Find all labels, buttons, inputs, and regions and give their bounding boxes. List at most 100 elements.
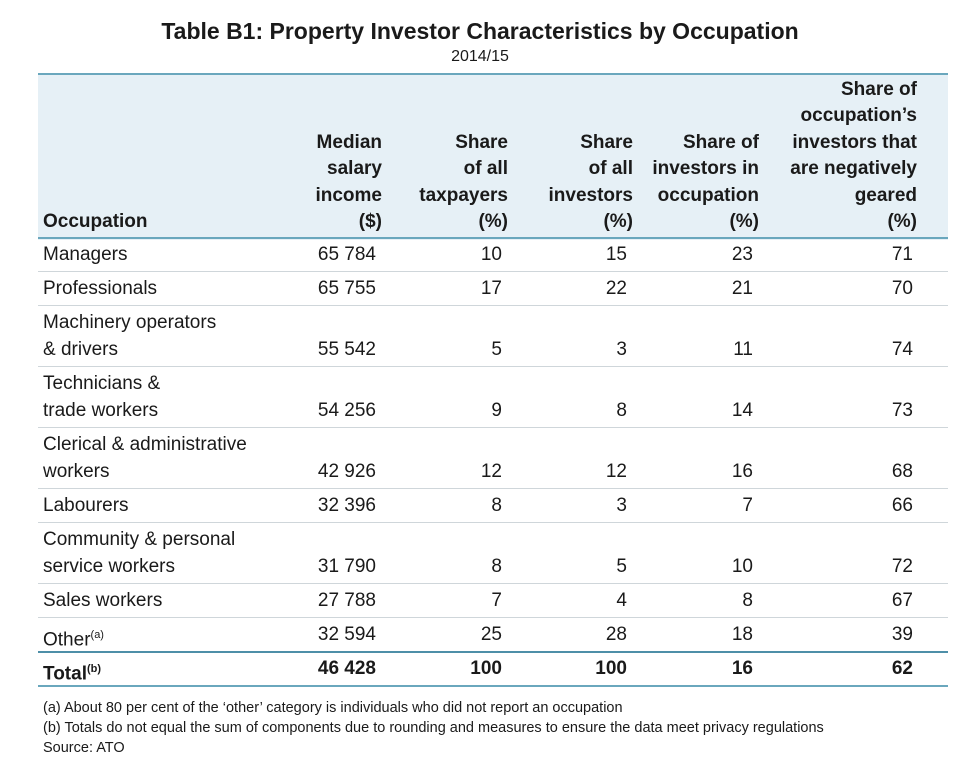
cell: 10 [480,244,502,265]
total-cell: 16 [731,658,753,679]
row-label-text: Clerical & administrative [43,434,247,455]
row-label: Other(a) [43,622,104,651]
row-label-text: & drivers [43,339,118,360]
cell: 4 [616,590,627,611]
row-label: & drivers [43,337,118,363]
row-label: Technicians & [43,371,160,397]
cell: 7 [491,590,502,611]
cell: 67 [891,590,913,611]
row-label-text: Managers [43,244,128,265]
cell: 16 [731,461,753,482]
cell: 71 [891,244,913,265]
row-label-text: trade workers [43,400,159,421]
cell: 17 [480,278,502,299]
cell: 72 [891,556,913,577]
column-header: of all [463,158,508,179]
column-header: Occupation [43,211,148,232]
header-band [38,73,948,240]
cell: 22 [605,278,627,299]
row-label: Machinery operators [43,310,216,336]
cell: 3 [616,339,627,360]
cell: 3 [616,495,627,516]
footnote-ref: (a) [90,629,104,641]
row-rule [38,271,948,272]
column-header: salary [327,158,382,179]
title: Table B1: Property Investor Characterist… [161,18,799,44]
column-header: Share of [682,131,759,153]
cell: 39 [891,624,913,645]
column-header: taxpayers [419,184,508,206]
row-label: Managers [43,242,128,268]
column-header: (%) [887,211,917,232]
row-rule [38,427,948,428]
cell: 11 [733,339,753,360]
cell: 14 [731,400,753,421]
cell: 8 [742,590,753,611]
cell: 28 [605,624,627,645]
row-label: Sales workers [43,588,162,614]
column-header: ($) [358,211,382,232]
cell: 54 256 [317,400,376,421]
cell: 65 755 [317,278,376,299]
cell: 7 [742,495,753,516]
total-cell: 62 [891,658,913,679]
cell: 8 [491,495,502,516]
row-label: Professionals [43,276,157,302]
row-label-text: Machinery operators [43,312,217,333]
cell: 15 [605,244,627,265]
column-header: occupation [657,184,759,206]
bottom-rule [38,685,948,687]
row-label-text: service workers [43,556,175,577]
row-label-text: Other [43,629,91,651]
row-rule [38,366,948,367]
cell: 32 396 [317,495,376,516]
total-cell: 46 428 [317,658,376,679]
cell: 21 [731,278,753,299]
column-header: Share [455,131,508,153]
footnote: (b) Totals do not equal the sum of compo… [43,720,824,736]
cell: 70 [891,278,913,299]
footnote: (a) About 80 per cent of the ‘other’ cat… [43,700,623,716]
cell: 74 [891,339,913,360]
header-rule [38,237,948,239]
cell: 5 [616,556,627,577]
column-header: Share [580,131,633,153]
row-label-text: Community & personal [43,529,236,550]
cell: 73 [891,400,913,421]
column-header: (%) [729,211,759,232]
column-header: investors [548,184,633,206]
subtitle: 2014/15 [451,48,509,65]
cell: 31 790 [317,556,376,577]
column-header: (%) [478,211,508,232]
cell: 5 [491,339,502,360]
cell: 55 542 [317,339,376,360]
cell: 8 [491,556,502,577]
cell: 8 [616,400,627,421]
total-cell: 100 [470,658,502,679]
row-rule [38,488,948,489]
total-rule [38,651,948,653]
column-header: Share of [840,78,917,100]
row-label-text: Total [43,663,87,685]
cell: 10 [731,556,753,577]
row-rule [38,305,948,306]
row-rule [38,583,948,584]
column-header: investors in [652,158,759,179]
cell: 18 [731,624,753,645]
cell: 68 [891,461,913,482]
row-label-text: Professionals [43,278,158,299]
row-label: workers [43,459,110,485]
row-label: trade workers [43,398,158,424]
column-header: geared [854,184,917,206]
cell: 32 594 [317,624,376,645]
row-label-text: Labourers [43,495,129,516]
column-header: occupation’s [800,105,917,126]
cell: 66 [891,495,913,516]
total-cell: 100 [595,658,627,679]
column-header: (%) [603,211,633,232]
row-label-text: Sales workers [43,590,163,611]
row-rule [38,617,948,618]
cell: 9 [491,400,502,421]
row-label: Community & personal [43,527,235,553]
